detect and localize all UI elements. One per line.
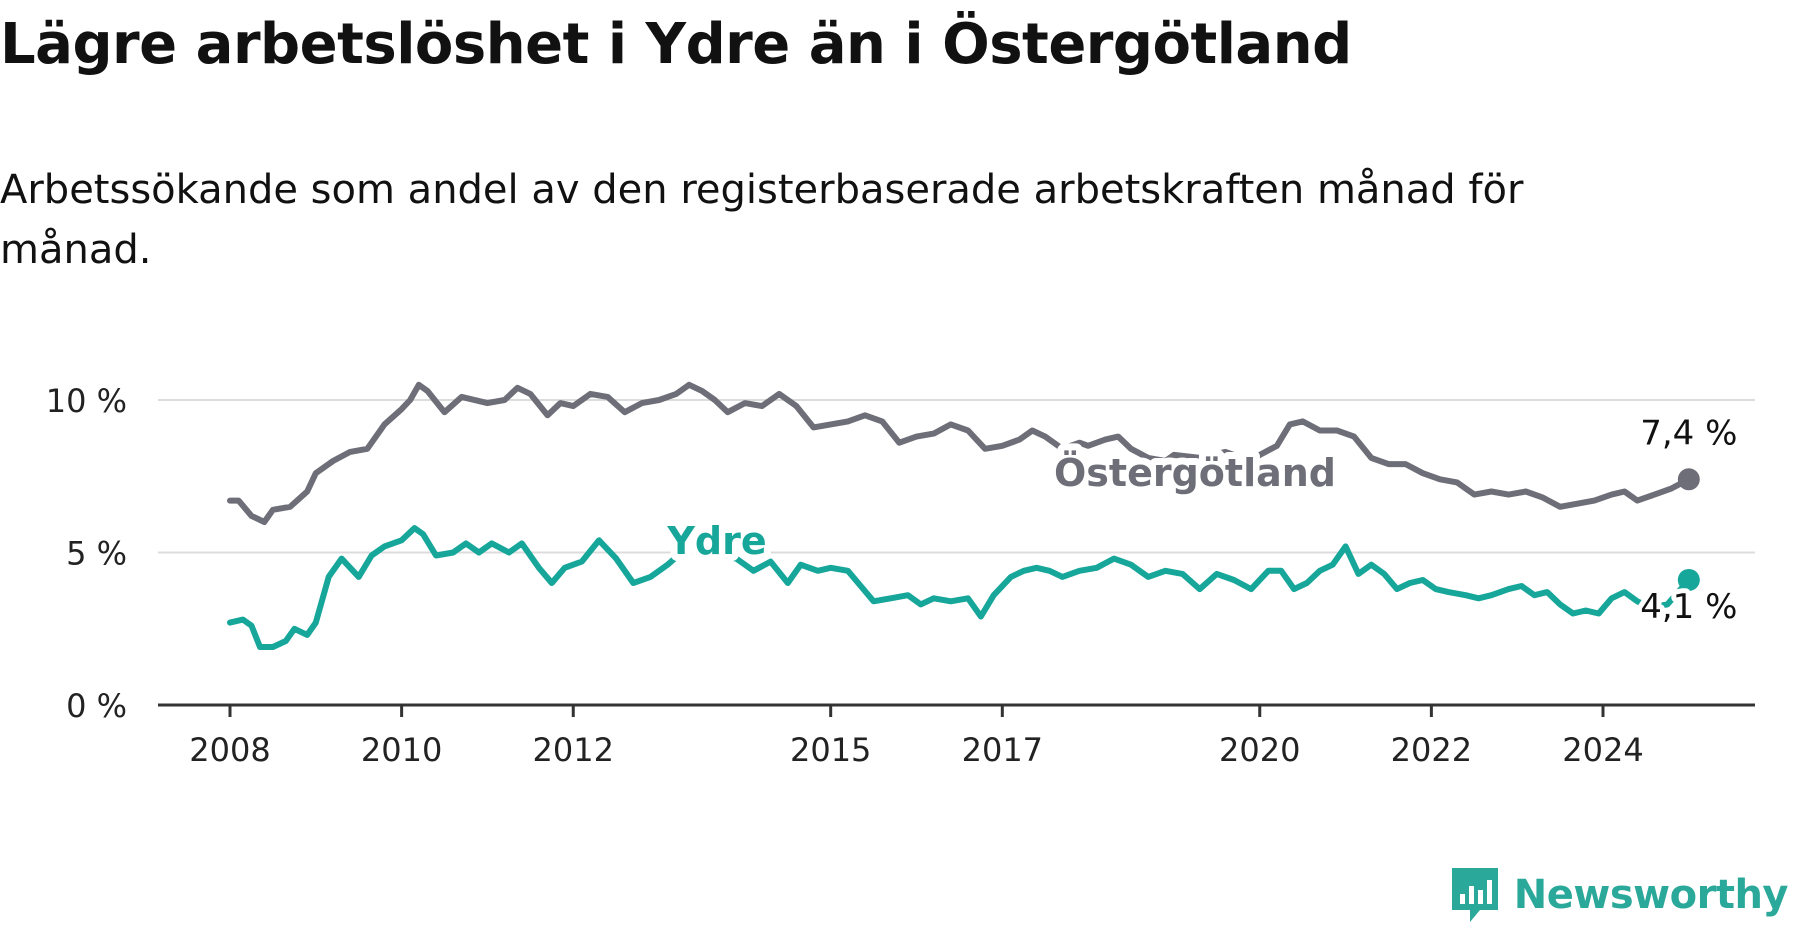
y-tick-label: 0 %	[66, 687, 127, 725]
series-end-value-label: 4,1 %	[1640, 587, 1737, 627]
series-end-marker	[1677, 568, 1700, 591]
series-name-label: Östergötland	[1054, 451, 1336, 495]
newsworthy-icon	[1451, 868, 1498, 922]
chart-subtitle: Arbetssökande som andel av den registerb…	[0, 167, 1524, 273]
series-name-label: Ydre	[666, 519, 766, 563]
x-tick-label: 2022	[1391, 731, 1472, 769]
brand-name: Newsworthy	[1513, 872, 1789, 918]
x-tick-label: 2020	[1219, 731, 1300, 769]
series-line-ydre	[227, 525, 1692, 650]
x-tick-label: 2017	[962, 731, 1043, 769]
x-tick-label: 2012	[533, 731, 614, 769]
series-end-value-label: 7,4 %	[1640, 413, 1737, 453]
x-tick-label: 2008	[189, 731, 270, 769]
chart-title: Lägre arbetslöshet i Ydre än i Östergötl…	[0, 12, 1352, 77]
series-lines	[227, 381, 1700, 650]
series-line-ostergotland	[227, 381, 1692, 525]
gridlines	[158, 399, 1755, 554]
series-labels: Östergötland Ydre 7,4 % 4,1 %	[659, 408, 1742, 632]
series-end-marker	[1677, 468, 1700, 491]
x-tick-label: 2010	[361, 731, 442, 769]
x-tick-label: 2015	[790, 731, 871, 769]
y-axis: 0 % 5 % 10 %	[46, 382, 127, 725]
y-tick-label: 10 %	[46, 382, 127, 420]
x-axis: 2008 2010 2012 2015 2017 2020 2022 2024	[158, 703, 1755, 769]
y-tick-label: 5 %	[66, 535, 127, 573]
x-tick-label: 2024	[1562, 731, 1643, 769]
newsworthy-logo: Newsworthy	[1450, 866, 1789, 924]
